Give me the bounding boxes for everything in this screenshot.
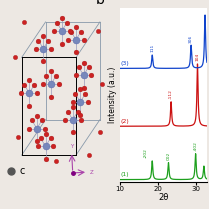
Text: c: c <box>19 166 25 176</box>
X-axis label: 2θ: 2θ <box>158 193 169 202</box>
Text: 104: 104 <box>195 53 199 61</box>
Text: 306: 306 <box>189 34 193 43</box>
Text: -402: -402 <box>194 141 198 151</box>
Text: -112: -112 <box>169 89 173 99</box>
Text: -202: -202 <box>144 148 148 158</box>
Text: (1): (1) <box>121 172 129 177</box>
Text: b: b <box>96 0 105 7</box>
Text: (3): (3) <box>121 61 130 66</box>
Text: Z: Z <box>90 169 93 175</box>
Text: 111: 111 <box>150 44 154 52</box>
Text: Y: Y <box>70 144 73 149</box>
Y-axis label: Intensity (a.u.): Intensity (a.u.) <box>108 67 117 123</box>
Text: (2): (2) <box>121 119 130 124</box>
Text: 002: 002 <box>166 152 171 160</box>
